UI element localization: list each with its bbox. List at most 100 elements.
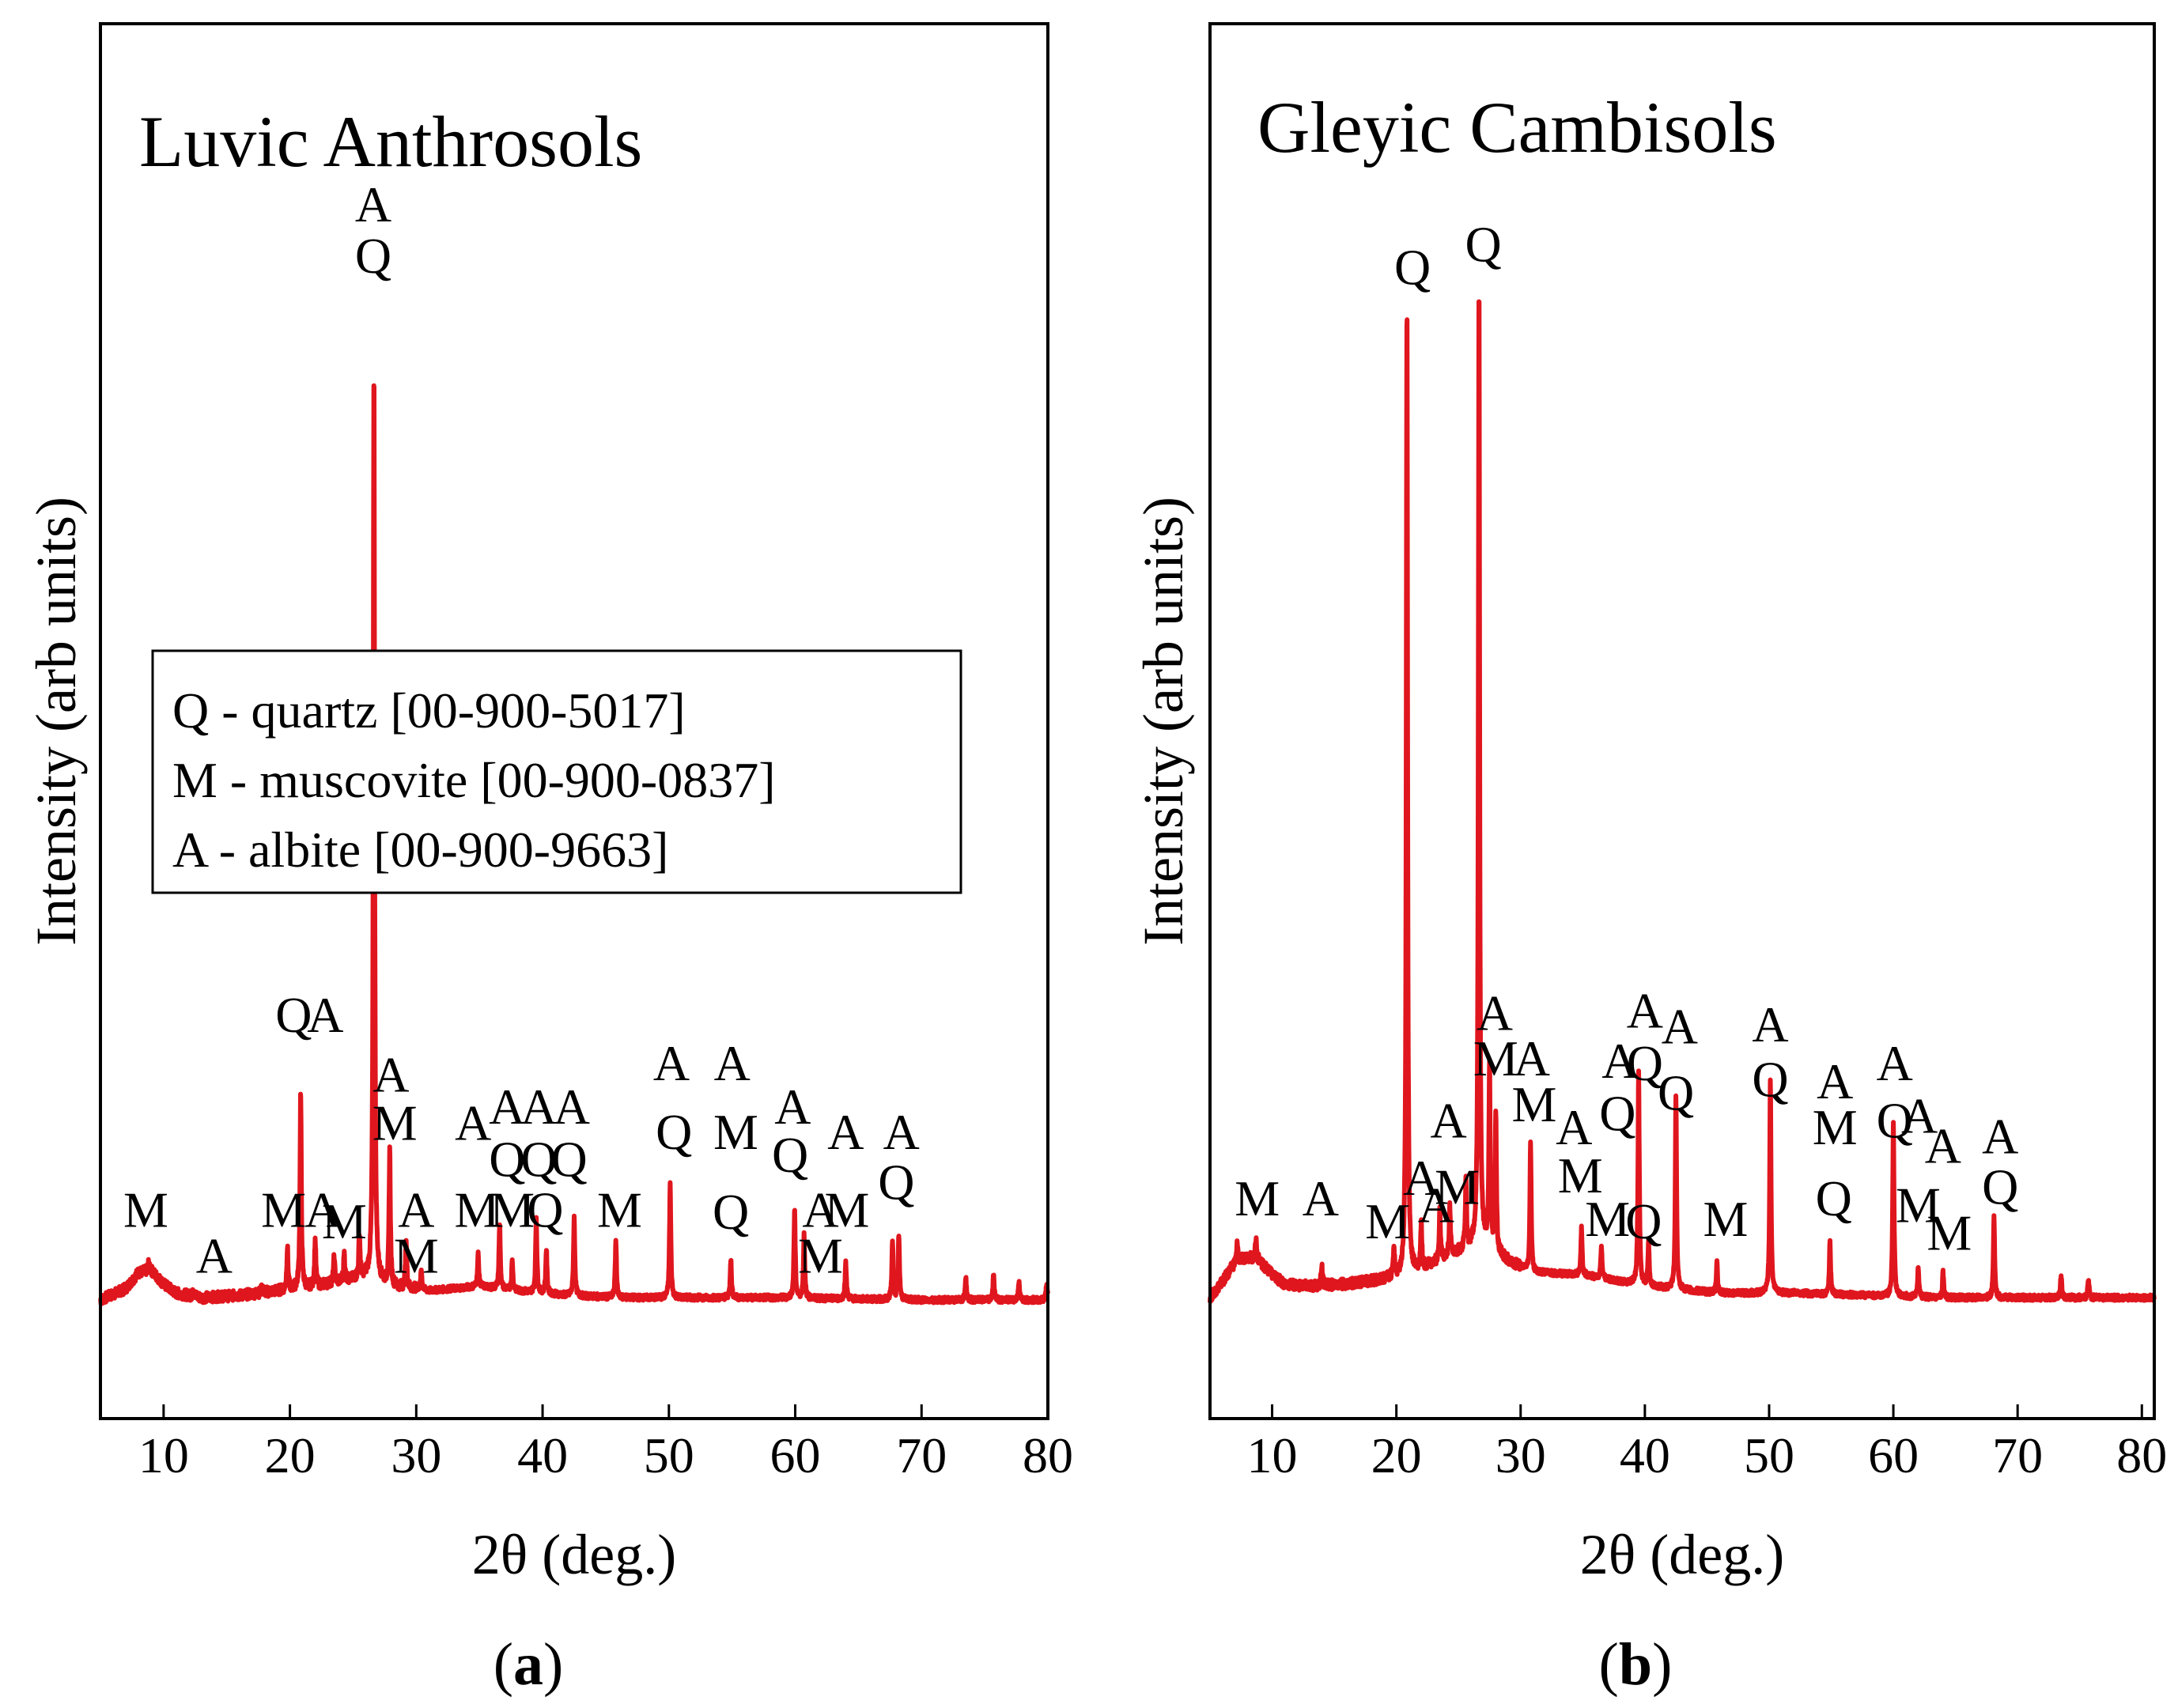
peak-label-a: A bbox=[1418, 1177, 1454, 1234]
xrd-pattern-line bbox=[98, 383, 1050, 1306]
peak-label-m: M bbox=[1365, 1193, 1410, 1249]
peak-label-a: A bbox=[653, 1035, 690, 1091]
peak-label-a: A bbox=[1601, 1033, 1638, 1089]
legend-box: Q - quartz [00-900-5017] M - muscovite [… bbox=[151, 649, 962, 894]
peak-label-m: M bbox=[1558, 1147, 1603, 1204]
peak-label-a: A bbox=[827, 1104, 864, 1160]
peak-label-m: M bbox=[490, 1181, 535, 1238]
peak-label-a: A bbox=[1817, 1053, 1853, 1109]
peak-label-a: A bbox=[307, 987, 343, 1043]
y-axis-label: Intensity (arb units) bbox=[1132, 497, 1195, 946]
peak-label-q: Q bbox=[1752, 1051, 1788, 1107]
peak-label-m: M bbox=[825, 1181, 870, 1238]
peak-label-q: Q bbox=[1625, 1193, 1662, 1249]
x-axis-ticks: 10 20 30 40 50 60 70 80 bbox=[1247, 1404, 2167, 1483]
x-tick-label: 60 bbox=[1868, 1427, 1919, 1483]
legend-entry-muscovite: M - muscovite [00-900-0837] bbox=[172, 752, 776, 808]
legend-entry-albite: A - albite [00-900-9663] bbox=[172, 822, 668, 878]
x-tick-label: 70 bbox=[896, 1427, 947, 1483]
x-tick-label: 40 bbox=[1620, 1427, 1670, 1483]
peak-label-q: Q bbox=[713, 1184, 749, 1240]
peak-label-a: A bbox=[802, 1181, 838, 1238]
peak-label-q: Q bbox=[1816, 1170, 1852, 1226]
peak-label-a: A bbox=[1514, 1030, 1550, 1086]
x-tick-label: 20 bbox=[265, 1427, 316, 1483]
peak-label-q: Q bbox=[1877, 1092, 1913, 1148]
x-tick-label: 70 bbox=[1992, 1427, 2043, 1483]
peak-label-a: A bbox=[1752, 996, 1788, 1052]
x-tick-label: 60 bbox=[770, 1427, 821, 1483]
peak-label-m: M bbox=[394, 1227, 439, 1283]
peak-label-q: Q bbox=[878, 1154, 914, 1211]
peak-label-m: M bbox=[1813, 1099, 1858, 1155]
peak-label-a: A bbox=[554, 1079, 590, 1135]
peak-label-m: M bbox=[713, 1104, 758, 1160]
peak-label-m: M bbox=[1235, 1170, 1280, 1226]
peak-label-q: Q bbox=[550, 1132, 587, 1188]
x-tick-label: 10 bbox=[1247, 1427, 1298, 1483]
figure-label-b: (b) bbox=[1599, 1631, 1673, 1698]
peak-label-m: M bbox=[455, 1181, 500, 1238]
peak-label-a: A bbox=[1925, 1117, 1961, 1173]
peak-label-a: A bbox=[774, 1079, 811, 1135]
peak-label-a: A bbox=[398, 1181, 434, 1238]
peak-label-q: Q bbox=[772, 1127, 808, 1183]
peak-label-m: M bbox=[1473, 1030, 1518, 1086]
peak-label-m: M bbox=[261, 1181, 306, 1238]
peak-label-a: A bbox=[883, 1104, 920, 1160]
x-tick-label: 30 bbox=[391, 1427, 441, 1483]
peak-label-m: M bbox=[1435, 1158, 1480, 1215]
peak-label-m: M bbox=[1927, 1204, 1972, 1260]
xrd-pattern-line bbox=[1208, 299, 2157, 1304]
peak-label-a: A bbox=[489, 1079, 525, 1135]
peak-label-m: M bbox=[322, 1193, 367, 1249]
peak-label-a: A bbox=[1662, 999, 1698, 1055]
peak-label-q: Q bbox=[1982, 1158, 2018, 1215]
peak-label-q: Q bbox=[527, 1181, 563, 1238]
x-tick-label: 10 bbox=[138, 1427, 189, 1483]
peak-label-a: A bbox=[1403, 1150, 1439, 1206]
peak-label-q: Q bbox=[489, 1132, 525, 1188]
figure-label-a: (a) bbox=[493, 1631, 564, 1698]
x-tick-label: 30 bbox=[1495, 1427, 1546, 1483]
x-tick-label: 20 bbox=[1371, 1427, 1422, 1483]
peak-label-m: M bbox=[1512, 1076, 1557, 1132]
peak-label-m: M bbox=[1703, 1191, 1749, 1247]
peak-label-m: M bbox=[1896, 1177, 1941, 1234]
peak-label-a: A bbox=[1982, 1109, 2018, 1165]
peak-label-a: A bbox=[1877, 1035, 1913, 1091]
peak-label-m: M bbox=[798, 1227, 843, 1283]
peak-label-a: A bbox=[355, 176, 391, 232]
x-tick-label: 80 bbox=[2116, 1427, 2167, 1483]
peak-label-q: Q bbox=[1627, 1035, 1663, 1091]
x-axis-label: 2θ (deg.) bbox=[472, 1523, 676, 1586]
peak-label-m: M bbox=[372, 1094, 418, 1151]
peak-label-a: A bbox=[1556, 1099, 1592, 1155]
plot-frame bbox=[99, 22, 1049, 1420]
x-tick-label: 40 bbox=[517, 1427, 568, 1483]
panel-a: Luvic Anthrosols MAMQAAMAQAMAMAMAQMAQQAQ… bbox=[25, 22, 1073, 1698]
peak-label-q: Q bbox=[656, 1104, 692, 1160]
peak-label-q: Q bbox=[275, 987, 312, 1043]
peak-label-m: M bbox=[1585, 1191, 1630, 1247]
peak-label-a: A bbox=[520, 1079, 557, 1135]
peak-label-a: A bbox=[455, 1094, 491, 1151]
peak-label-a: A bbox=[1901, 1088, 1938, 1144]
y-axis-label: Intensity (arb units) bbox=[25, 497, 88, 946]
x-tick-label: 80 bbox=[1023, 1427, 1073, 1483]
peak-label-a: A bbox=[1477, 984, 1513, 1041]
peak-label-q: Q bbox=[520, 1132, 557, 1188]
x-tick-label: 50 bbox=[644, 1427, 694, 1483]
peak-label-q: Q bbox=[1658, 1065, 1694, 1121]
peak-label-a: A bbox=[304, 1181, 341, 1238]
peak-label-m: M bbox=[597, 1181, 642, 1238]
peak-label-q: Q bbox=[1599, 1086, 1635, 1142]
peak-label-a: A bbox=[1430, 1092, 1466, 1148]
legend-entry-quartz: Q - quartz [00-900-5017] bbox=[172, 682, 686, 739]
peak-label-a: A bbox=[1627, 982, 1663, 1038]
x-axis-ticks: 10 20 30 40 50 60 70 80 bbox=[138, 1404, 1073, 1483]
peak-label-q: Q bbox=[1394, 240, 1431, 296]
